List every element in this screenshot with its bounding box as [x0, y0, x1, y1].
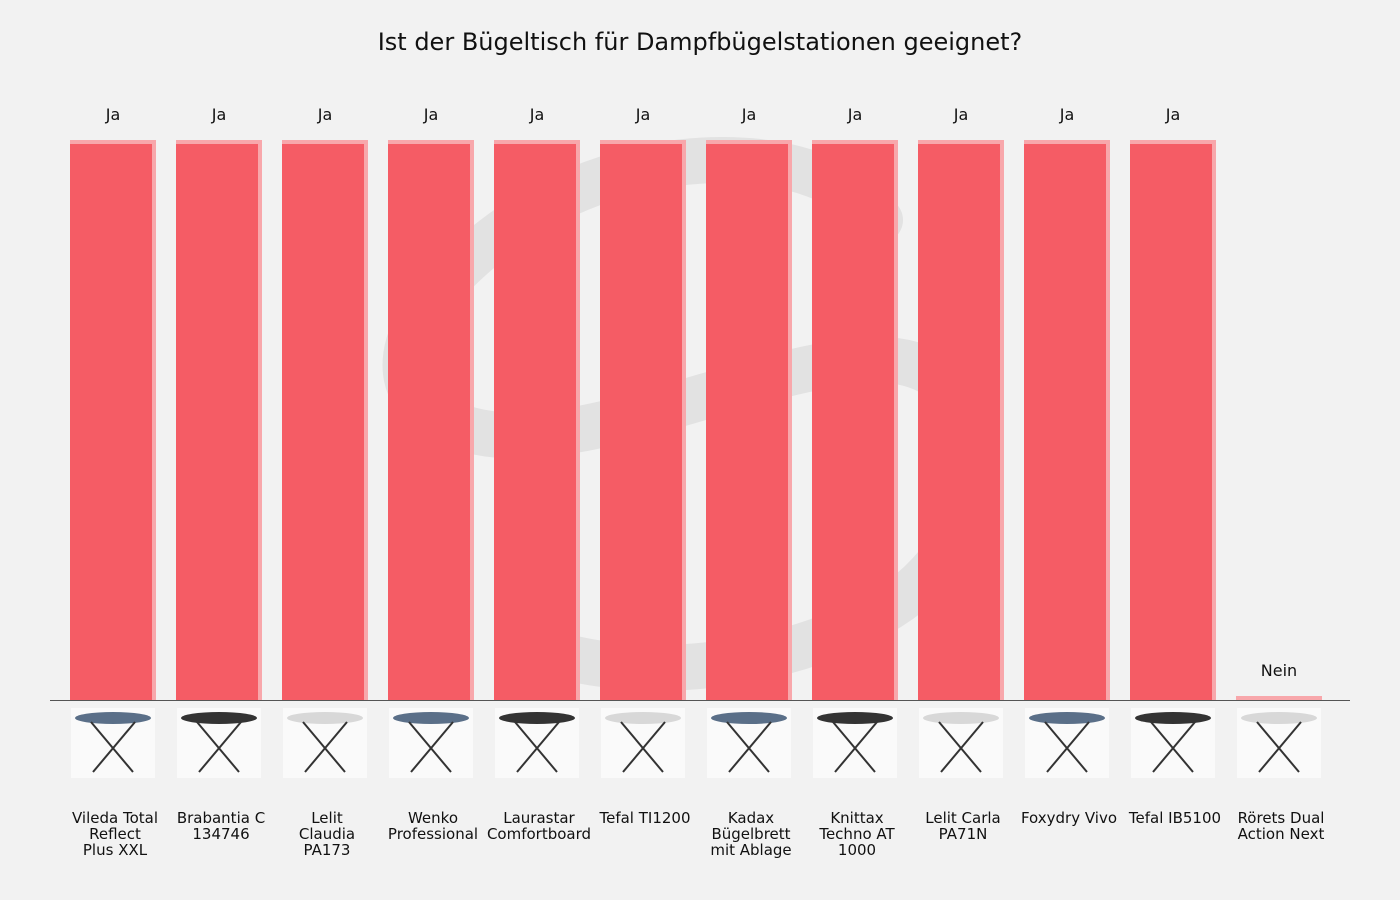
category-label-line: Bügelbrett [711, 825, 790, 843]
bar [176, 144, 258, 700]
ironing-board-icon [71, 708, 155, 778]
category-label: Vileda Total Reflect Plus XXL [72, 809, 158, 859]
data-label: Ja [211, 105, 227, 124]
ironing-board-icon [1131, 708, 1215, 778]
data-label: Ja [105, 105, 121, 124]
bar [70, 144, 152, 700]
ironing-board-icon [389, 708, 473, 778]
bar-edge [1236, 696, 1322, 700]
category-label: Foxydry Vivo [1021, 809, 1117, 827]
ironing-board-icon [813, 708, 897, 778]
category-label: Laurastar Comfortboard [487, 809, 591, 843]
ironing-board-icon [1025, 708, 1109, 778]
category-label-line: 134746 [192, 825, 249, 843]
bar [600, 144, 682, 700]
ironing-board-icon [601, 708, 685, 778]
category-label: Tefal TI1200 [598, 809, 690, 827]
category-label: Kadax Bügelbrett mit Ablage [710, 809, 791, 859]
category-label: Tefal IB5100 [1128, 809, 1221, 827]
category-label-line: Wenko [408, 809, 458, 827]
data-label: Ja [953, 105, 969, 124]
bar [1130, 144, 1212, 700]
category-label-line: Professional [388, 825, 478, 843]
category-label-line: Kadax [728, 809, 774, 827]
bar [706, 144, 788, 700]
category-label-line: Action Next [1238, 825, 1325, 843]
data-label: Ja [423, 105, 439, 124]
category-label-line: Knittax [830, 809, 883, 827]
category-label-line: Lelit [311, 809, 343, 827]
category-label-line: Tefal IB5100 [1128, 809, 1221, 827]
category-label-line: Vileda Total [72, 809, 158, 827]
bars-group: Ja Ja Ja Ja Ja Ja Ja Ja Ja Ja Ja Nein [70, 105, 1322, 700]
category-label: Brabantia C 134746 [177, 809, 265, 843]
category-label-line: Techno AT [818, 825, 895, 843]
bar [388, 144, 470, 700]
ironing-board-icon [495, 708, 579, 778]
data-label: Ja [1165, 105, 1181, 124]
bar [918, 144, 1000, 700]
ironing-board-icon [707, 708, 791, 778]
category-label: Lelit Carla PA71N [925, 809, 1001, 843]
category-labels: Vileda Total Reflect Plus XXL Brabantia C 13… [72, 809, 1324, 859]
bar [1024, 144, 1106, 700]
category-label-line: PA71N [939, 825, 988, 843]
category-label: Wenko Professional [388, 809, 478, 843]
category-label-line: Brabantia C [177, 809, 265, 827]
category-label-line: Foxydry Vivo [1021, 809, 1117, 827]
category-label-line: Claudia [299, 825, 355, 843]
category-label-line: 1000 [838, 841, 876, 859]
category-label-line: Lelit Carla [925, 809, 1001, 827]
category-label-line: Comfortboard [487, 825, 591, 843]
bar [282, 144, 364, 700]
ironing-board-icon [177, 708, 261, 778]
category-label: Knittax Techno AT 1000 [818, 809, 895, 859]
ironing-board-icon [1237, 708, 1321, 778]
bar [494, 144, 576, 700]
ironing-board-icon [283, 708, 367, 778]
data-label: Ja [529, 105, 545, 124]
data-label: Ja [847, 105, 863, 124]
bar [812, 144, 894, 700]
category-label-line: Plus XXL [83, 841, 148, 859]
data-label: Ja [741, 105, 757, 124]
category-label-line: mit Ablage [710, 841, 791, 859]
category-label-line: Tefal TI1200 [598, 809, 690, 827]
category-label-line: Reflect [89, 825, 141, 843]
data-label: Nein [1261, 661, 1297, 680]
category-label-line: Rörets Dual [1238, 809, 1325, 827]
chart-title: Ist der Bügeltisch für Dampfbügelstation… [378, 28, 1023, 56]
ironing-board-icon [919, 708, 1003, 778]
category-label: Rörets Dual Action Next [1238, 809, 1325, 843]
product-thumbnails [71, 708, 1321, 778]
category-label-line: Laurastar [503, 809, 575, 827]
category-label-line: PA173 [304, 841, 351, 859]
data-label: Ja [317, 105, 333, 124]
data-label: Ja [635, 105, 651, 124]
data-label: Ja [1059, 105, 1075, 124]
category-label: Lelit Claudia PA173 [299, 809, 355, 859]
